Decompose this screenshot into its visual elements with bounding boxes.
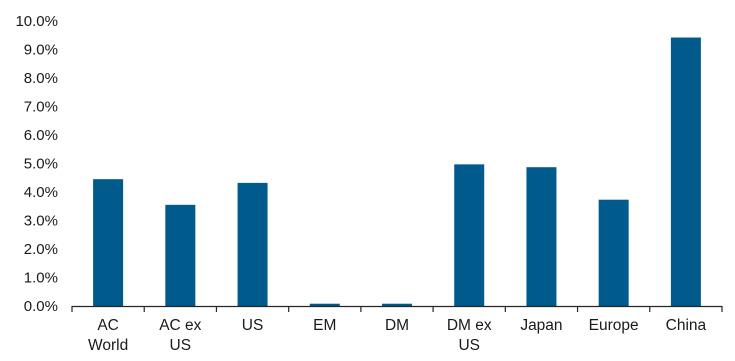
bar-japan xyxy=(526,167,557,306)
y-tick-label: 10.0% xyxy=(15,13,58,30)
x-category-label-line: World xyxy=(88,337,128,354)
bar-em xyxy=(309,303,340,306)
x-category-label-line: US xyxy=(458,337,480,354)
y-tick-label: 2.0% xyxy=(24,241,58,258)
y-tick-label: 0.0% xyxy=(24,298,58,315)
x-category-label-line: Europe xyxy=(589,317,639,334)
bars xyxy=(93,37,701,306)
x-category-label-line: DM ex xyxy=(447,317,492,334)
y-tick-label: 9.0% xyxy=(24,42,58,59)
y-tick-label: 8.0% xyxy=(24,70,58,87)
x-category-label: Europe xyxy=(589,317,639,334)
x-category-label: AC ex US xyxy=(159,317,201,354)
x-category-label: Japan xyxy=(520,317,562,334)
x-category-label: DM ex US xyxy=(447,317,492,354)
y-tick-label: 4.0% xyxy=(24,184,58,201)
bar-us xyxy=(237,182,268,306)
x-category-label: AC World xyxy=(88,317,128,354)
x-category-label-line: AC ex xyxy=(159,317,201,334)
x-axis: AC World AC ex US US EM DM DM ex US Japan Europe Ch… xyxy=(71,305,723,354)
x-category-label-line: China xyxy=(666,317,707,334)
x-category-label-line: AC xyxy=(97,317,119,334)
y-tick-label: 5.0% xyxy=(24,156,58,173)
x-category-label: China xyxy=(666,317,707,334)
x-category-label: EM xyxy=(313,317,336,334)
y-tick-label: 3.0% xyxy=(24,213,58,230)
bar-europe xyxy=(598,199,629,306)
x-category-label-line: US xyxy=(170,337,192,354)
bar-dm-ex-us xyxy=(454,164,485,306)
x-category-label: US xyxy=(242,317,264,334)
y-axis: 0.0% 1.0% 2.0% 3.0% 4.0% 5.0% 6.0% 7.0% 8.0% 9.0%… xyxy=(15,13,58,315)
bar-dm xyxy=(382,303,412,306)
x-category-label-line: Japan xyxy=(520,317,562,334)
bar-ac-ex-us xyxy=(165,204,196,306)
bar-ac-world xyxy=(93,179,124,306)
x-category-label-line: DM xyxy=(385,317,409,334)
x-category-label: DM xyxy=(385,317,409,334)
y-tick-label: 7.0% xyxy=(24,99,58,116)
y-tick-label: 1.0% xyxy=(24,270,58,287)
bar-china xyxy=(670,37,701,306)
x-category-label-line: EM xyxy=(313,317,336,334)
x-category-label-line: US xyxy=(242,317,264,334)
y-tick-label: 6.0% xyxy=(24,127,58,144)
